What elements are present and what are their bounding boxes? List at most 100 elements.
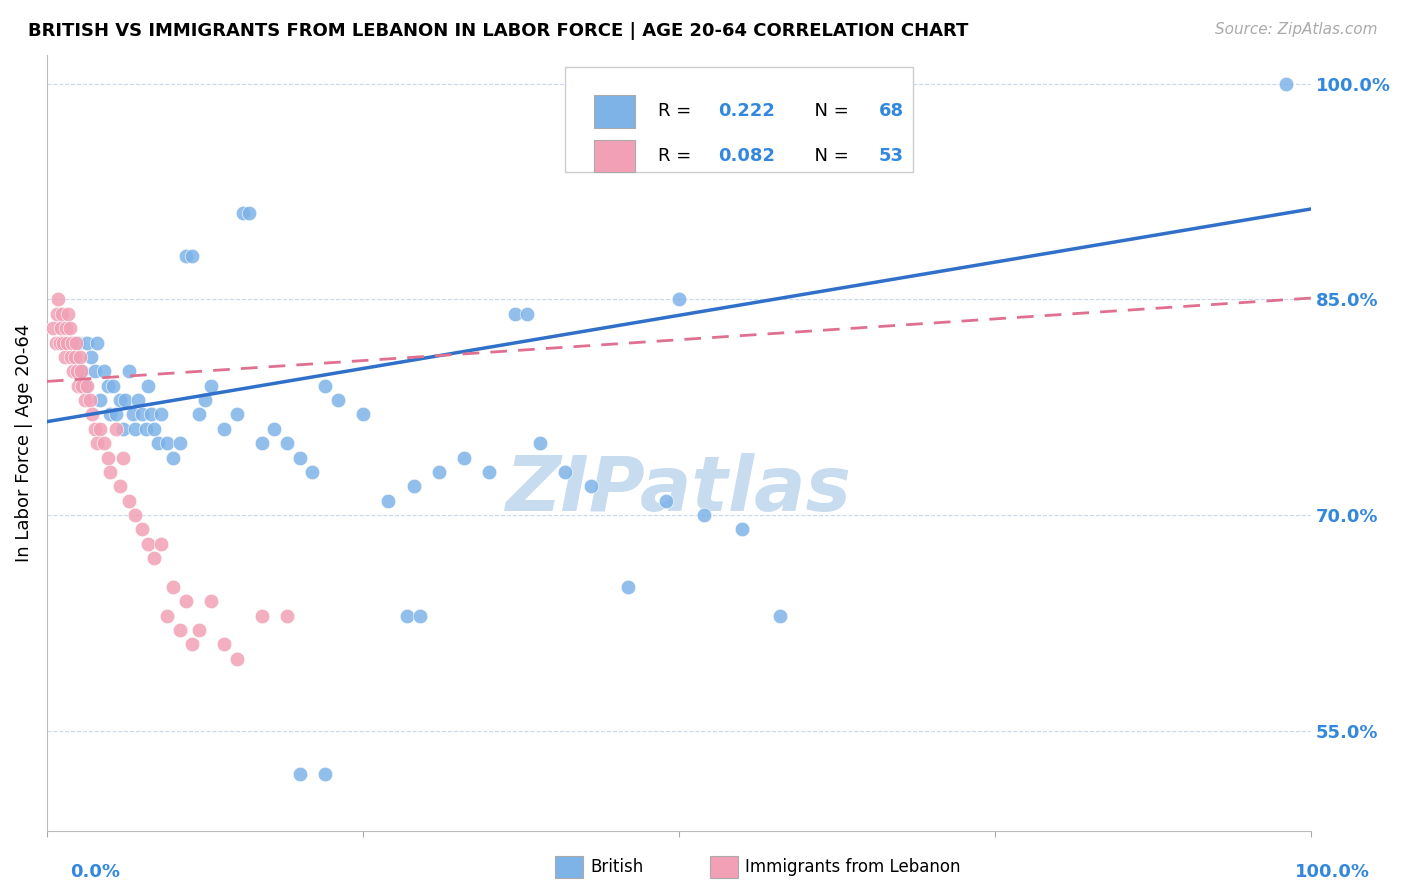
FancyBboxPatch shape [555,856,583,878]
Point [59,350,82,364]
Point [169,623,191,637]
Point [89,393,111,408]
Point [131,408,153,422]
Point [110,479,132,493]
Point [46,293,69,307]
Point [70,364,93,378]
Point [769,608,792,623]
Point [93,364,115,378]
Point [162,450,184,465]
Point [225,408,247,422]
Point [97,450,120,465]
Point [63,350,86,364]
Point [93,436,115,450]
Point [174,594,197,608]
Point [301,465,323,479]
Point [110,393,132,408]
Point [58,307,80,321]
Point [98,465,121,479]
Point [427,465,450,479]
Point [187,623,209,637]
Point [76,335,98,350]
Point [76,378,98,392]
Text: R =: R = [658,103,696,120]
Point [56,335,79,350]
Point [187,408,209,422]
FancyBboxPatch shape [595,140,634,172]
Point [124,508,146,522]
Point [288,767,311,781]
Text: Source: ZipAtlas.com: Source: ZipAtlas.com [1215,22,1378,37]
Point [276,436,298,450]
Point [579,479,602,493]
Point [67,335,90,350]
Y-axis label: In Labor Force | Age 20-64: In Labor Force | Age 20-64 [15,324,32,562]
Point [232,206,254,220]
Point [67,378,90,392]
Point [121,408,143,422]
Text: ZIPatlas: ZIPatlas [506,453,852,527]
Point [114,393,136,408]
Text: 53: 53 [879,147,904,165]
Point [314,767,336,781]
Point [124,422,146,436]
Point [731,523,754,537]
Point [97,378,120,392]
Point [169,436,191,450]
Point [143,551,166,566]
Text: British: British [591,858,644,876]
Point [181,249,204,263]
Point [139,408,162,422]
Point [1275,77,1298,91]
FancyBboxPatch shape [710,856,738,878]
Point [46,307,69,321]
Point [62,364,84,378]
Point [79,393,101,408]
Point [250,436,273,450]
Point [98,408,121,422]
Point [73,378,96,392]
Point [52,335,75,350]
Point [127,393,149,408]
Text: 0.222: 0.222 [718,103,775,120]
Point [136,378,159,392]
Point [409,608,432,623]
Point [131,523,153,537]
Point [314,378,336,392]
Point [72,378,94,392]
Point [45,335,67,350]
Point [118,493,141,508]
Point [86,335,108,350]
Point [238,206,260,220]
Point [111,450,134,465]
Point [48,335,70,350]
Point [402,479,425,493]
Text: N =: N = [803,147,855,165]
Point [181,637,204,651]
Point [156,436,179,450]
Point [66,364,89,378]
Text: 100.0%: 100.0% [1295,863,1371,881]
Point [105,422,128,436]
Point [84,364,107,378]
Point [73,393,96,408]
Point [250,608,273,623]
Point [59,321,82,335]
Text: Immigrants from Lebanon: Immigrants from Lebanon [745,858,960,876]
Point [89,422,111,436]
Text: 0.082: 0.082 [718,147,775,165]
Point [84,422,107,436]
Point [146,436,169,450]
Point [55,321,77,335]
Point [288,450,311,465]
Point [136,537,159,551]
Point [72,364,94,378]
Point [149,408,172,422]
Point [42,321,65,335]
Text: N =: N = [803,103,855,120]
Point [105,408,128,422]
Point [529,436,551,450]
Point [111,422,134,436]
Point [51,307,73,321]
Point [49,321,72,335]
